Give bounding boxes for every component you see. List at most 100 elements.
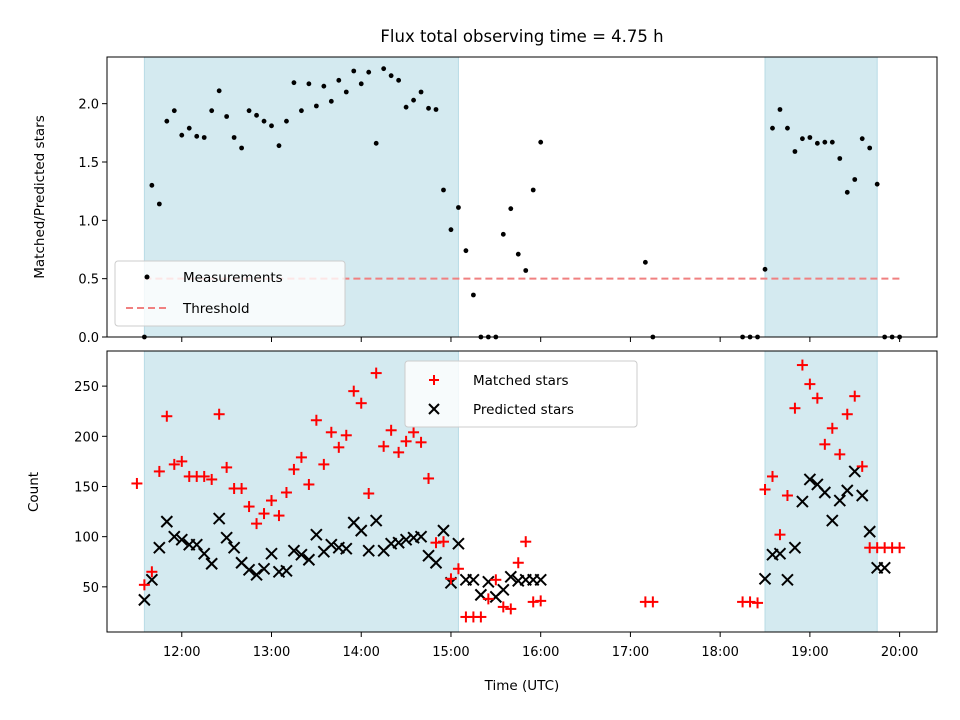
measurement-point: [231, 135, 237, 140]
predicted-point: [310, 528, 323, 541]
measurement-point: [164, 118, 170, 124]
matched-point: [535, 595, 547, 607]
matched-point: [385, 424, 397, 436]
predicted-point: [198, 547, 211, 560]
measurement-point: [837, 156, 843, 161]
matched-point: [138, 579, 150, 591]
matched-point: [826, 422, 838, 434]
measurement-point: [785, 125, 790, 131]
measurement-point: [792, 149, 798, 154]
matched-point: [789, 402, 801, 414]
matched-point: [295, 451, 307, 463]
top-ytick-label: 1.5: [78, 156, 99, 171]
predicted-point: [781, 573, 794, 587]
top-observing-window-2: [764, 56, 878, 338]
measurement-point: [388, 73, 394, 79]
matched-point: [894, 542, 906, 554]
measurement-point: [470, 292, 476, 298]
matched-point: [131, 477, 143, 489]
bottom-xtick-label: 17:00: [612, 645, 649, 660]
measurement-point: [373, 140, 379, 146]
measurement-point: [336, 77, 342, 83]
matched-point: [796, 359, 808, 371]
bottom-xtick-label: 15:00: [432, 645, 469, 660]
legend-threshold-label: Threshold: [182, 301, 250, 317]
measurement-point: [523, 268, 529, 273]
measurement-point: [171, 108, 177, 114]
predicted-point: [175, 533, 188, 546]
matched-point: [445, 573, 457, 585]
legend-measurements-marker: [144, 274, 150, 280]
measurement-point: [642, 259, 648, 265]
measurement-point: [463, 248, 469, 254]
matched-point: [340, 429, 352, 441]
matched-point: [841, 408, 853, 420]
predicted-point: [803, 473, 817, 486]
top-ytick-label: 2.0: [78, 98, 99, 113]
measurement-point: [366, 69, 372, 75]
bot-observing-window-2: [764, 350, 878, 633]
matched-point: [168, 458, 180, 470]
predicted-point: [257, 562, 271, 575]
matched-point: [333, 441, 345, 453]
bottom-xtick-label: 13:00: [253, 645, 290, 660]
predicted-point: [355, 524, 368, 537]
matched-point: [834, 448, 846, 460]
measurement-point: [284, 118, 289, 124]
measurement-point: [874, 181, 880, 187]
measurement-point: [239, 145, 244, 151]
matched-point: [400, 435, 412, 447]
predicted-point: [796, 495, 809, 508]
predicted-point: [242, 563, 256, 576]
matched-point: [497, 601, 509, 613]
measurement-point: [530, 187, 536, 193]
predicted-point: [833, 494, 846, 507]
measurement-point: [515, 251, 521, 257]
matched-point: [781, 490, 793, 502]
predicted-point: [280, 564, 293, 577]
legend-predicted-marker: [428, 403, 440, 415]
measurement-point: [807, 135, 813, 140]
matched-point: [819, 438, 831, 450]
measurement-point: [299, 108, 304, 114]
measurement-point: [396, 77, 402, 83]
measurement-point: [179, 132, 185, 138]
measurement-point: [313, 103, 319, 109]
predicted-point: [153, 541, 166, 554]
matched-point: [221, 461, 233, 473]
top-panel: 0.00.51.01.52.0 Matched/Predicted stars …: [32, 56, 938, 346]
matched-point: [482, 593, 494, 605]
measurement-point: [426, 105, 431, 111]
measurement-point: [328, 98, 334, 104]
bottom-xtick-label: 18:00: [701, 645, 738, 660]
measurement-point: [441, 187, 446, 193]
predicted-point: [265, 547, 278, 560]
measurement-point: [209, 108, 215, 114]
matched-point: [811, 392, 823, 404]
predicted-point: [818, 486, 832, 499]
bottom-legend-box: [404, 360, 638, 428]
matched-point: [408, 426, 420, 438]
matched-point: [310, 414, 322, 426]
predicted-point: [287, 544, 301, 557]
matched-point: [804, 378, 816, 390]
measurement-point: [800, 136, 805, 142]
matched-point: [437, 536, 449, 548]
measurement-point: [777, 107, 783, 112]
measurement-point: [149, 182, 155, 188]
matched-point: [744, 596, 756, 608]
matched-point: [348, 385, 360, 397]
measurement-point: [822, 139, 828, 145]
measurement-point: [194, 133, 200, 139]
top-ytick-label: 1.0: [78, 214, 99, 229]
predicted-point: [145, 573, 159, 587]
predicted-point: [534, 573, 547, 587]
measurement-point: [276, 143, 282, 149]
measurement-point: [358, 81, 364, 87]
measurement-point: [201, 135, 207, 140]
measurement-point: [321, 83, 327, 89]
measurement-point: [829, 139, 835, 145]
predicted-point: [302, 553, 316, 566]
bottom-xtick-label: 12:00: [163, 645, 200, 660]
legend-matched-label: Matched stars: [473, 373, 569, 389]
